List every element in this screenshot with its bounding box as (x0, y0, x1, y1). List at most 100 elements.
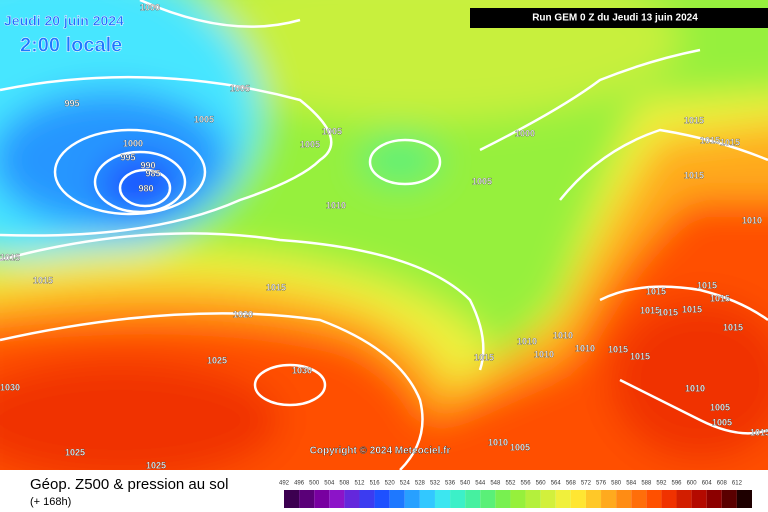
legend-swatch (465, 490, 481, 508)
isobar-label: 1010 (517, 336, 537, 346)
legend-swatch (314, 490, 330, 508)
isobar-label: 1000 (123, 138, 143, 148)
legend-swatch (510, 490, 526, 508)
isobar-label: 1010 (488, 437, 508, 447)
isobar-label: 1010 (685, 383, 705, 393)
legend-label: 592 (656, 481, 667, 487)
copyright: Copyright © 2024 Meteociel.fr (310, 446, 451, 457)
legend-label: 588 (641, 481, 652, 487)
legend-label: 544 (475, 481, 486, 487)
legend-swatch (434, 490, 451, 508)
isobar-label: 1005 (510, 442, 530, 452)
forecast-time: 2:00 locale (20, 34, 122, 56)
legend-label: 528 (415, 481, 426, 487)
legend-swatch (721, 490, 737, 508)
isobar-label: 1010 (326, 200, 346, 210)
isobar-label: 1005 (194, 114, 214, 124)
legend-label: 560 (536, 481, 547, 487)
isobar-label: 985 (145, 168, 160, 178)
legend-label: 504 (324, 481, 335, 487)
legend-label: 496 (294, 481, 305, 487)
isobar-label: 1000 (515, 128, 535, 138)
isobar-label: 1015 (630, 351, 650, 361)
isobar-label: 1015 (750, 427, 768, 437)
legend-label: 520 (385, 481, 396, 487)
isobar-label: 1015 (682, 304, 702, 314)
isobar-lines (0, 0, 768, 470)
legend-label: 596 (672, 481, 683, 487)
isobar-label: 1025 (207, 355, 227, 365)
isobar-label: 1020 (233, 309, 253, 319)
legend-label: 512 (354, 481, 365, 487)
isobar-labels: 1000995100510051000995990985980100510051… (0, 2, 768, 470)
legend-label: 600 (687, 481, 698, 487)
isobar-label: 1005 (710, 402, 730, 412)
isobar-label: 1015 (697, 280, 717, 290)
legend-label: 608 (717, 481, 728, 487)
legend-label: 524 (400, 481, 411, 487)
legend-label: 540 (460, 481, 471, 487)
legend-label: 516 (370, 481, 381, 487)
legend-label: 576 (596, 481, 607, 487)
legend-swatch (344, 490, 360, 508)
legend-label: 548 (490, 481, 501, 487)
legend-swatch (631, 490, 647, 508)
isobar-label: 1015 (684, 170, 704, 180)
isobar-label: 1025 (146, 460, 166, 470)
isobar-label: 1025 (65, 447, 85, 457)
isobar-label: 1015 (0, 252, 20, 262)
isobar-label: 995 (120, 152, 135, 162)
isobar-label: 990 (140, 160, 155, 170)
legend-swatch (450, 490, 466, 508)
legend-swatch (555, 490, 571, 508)
legend-label: 584 (626, 481, 637, 487)
isobar-label: 1015 (723, 322, 743, 332)
legend-label: 536 (445, 481, 456, 487)
isobar-label: 1015 (710, 293, 730, 303)
legend-swatch (570, 490, 586, 508)
isobar-label: 1005 (472, 176, 492, 186)
run-box (470, 8, 768, 28)
footer-subtitle: (+ 168h) (30, 496, 71, 508)
isobar-label: 1015 (640, 305, 660, 315)
isobar-label: 1015 (720, 137, 740, 147)
legend-swatch (540, 490, 556, 508)
legend-label: 556 (521, 481, 532, 487)
legend-swatch (359, 490, 375, 508)
legend-label: 568 (566, 481, 577, 487)
isobar-label: 1015 (658, 307, 678, 317)
legend-swatch (601, 490, 617, 508)
legend-swatch (616, 490, 632, 508)
legend-swatch (389, 490, 405, 508)
legend-swatch (585, 490, 602, 508)
legend-swatch (676, 490, 692, 508)
legend-swatch (495, 490, 511, 508)
legend-swatch (404, 490, 420, 508)
forecast-date: Jeudi 20 juin 2024 (4, 13, 124, 29)
legend-swatch (646, 490, 662, 508)
isobar-label: 1015 (646, 286, 666, 296)
legend-swatch (480, 490, 496, 508)
legend-swatch (419, 490, 435, 508)
legend-label: 492 (279, 481, 290, 487)
run-info: Run GEM 0 Z du Jeudi 13 juin 2024 (532, 13, 698, 24)
isobar-label: 1005 (300, 139, 320, 149)
legend-label: 552 (505, 481, 516, 487)
legend-swatch (284, 490, 300, 508)
legend-label: 612 (732, 481, 743, 487)
footer-title: Géop. Z500 & pression au sol (30, 476, 228, 493)
legend-swatch (374, 490, 390, 508)
isobar-label: 1005 (322, 126, 342, 136)
isobar-label: 1005 (712, 417, 732, 427)
legend-swatch (706, 490, 722, 508)
isobar-label: 1000 (140, 2, 160, 12)
legend-swatch (299, 490, 315, 508)
isobar-label: 1010 (742, 215, 762, 225)
legend-swatch (691, 490, 707, 508)
isobar-label: 1030 (0, 382, 20, 392)
isobar-label: 1010 (553, 330, 573, 340)
isobar-label: 995 (64, 98, 79, 108)
legend-label: 604 (702, 481, 713, 487)
isobar-label: 1005 (230, 83, 250, 93)
isobar-label: 1015 (608, 344, 628, 354)
